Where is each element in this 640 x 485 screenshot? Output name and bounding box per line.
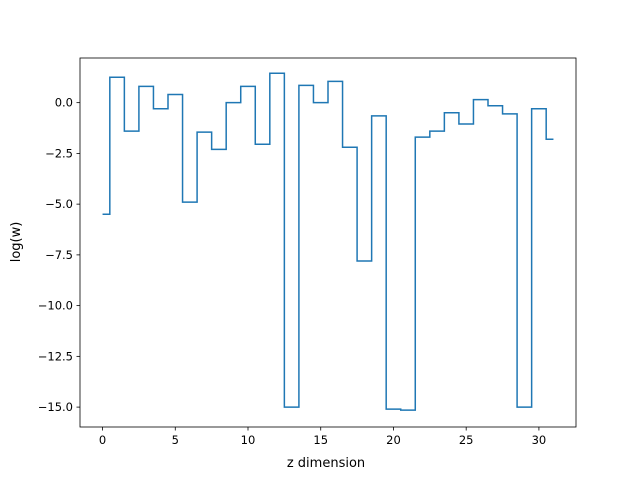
x-tick-label: 5 bbox=[172, 433, 179, 447]
y-tick-label: −10.0 bbox=[38, 299, 73, 313]
plot-area bbox=[79, 57, 577, 428]
y-tick-label: −2.5 bbox=[45, 146, 73, 160]
x-tick-label: 0 bbox=[99, 433, 106, 447]
y-tick-label: 0.0 bbox=[55, 96, 73, 110]
series-line-0 bbox=[102, 72, 554, 411]
y-tick-label: −12.5 bbox=[38, 349, 73, 363]
x-tick-label: 10 bbox=[241, 433, 256, 447]
x-tick-label: 25 bbox=[459, 433, 474, 447]
x-axis-label: z dimension bbox=[287, 456, 365, 471]
x-axis-ticks: 0 5 10 15 20 25 30 bbox=[99, 427, 546, 447]
y-axis-label: log(w) bbox=[9, 222, 24, 263]
y-tick-label: −7.5 bbox=[45, 248, 73, 262]
x-tick-label: 30 bbox=[532, 433, 547, 447]
x-tick-label: 20 bbox=[386, 433, 401, 447]
y-axis-ticks: 0.0 −2.5 −5.0 −7.5 −10.0 −12.5 −15.0 bbox=[38, 96, 80, 414]
x-tick-label: 15 bbox=[313, 433, 328, 447]
axes-frame bbox=[79, 57, 577, 428]
y-tick-label: −5.0 bbox=[45, 197, 73, 211]
y-tick-label: −15.0 bbox=[38, 400, 73, 414]
